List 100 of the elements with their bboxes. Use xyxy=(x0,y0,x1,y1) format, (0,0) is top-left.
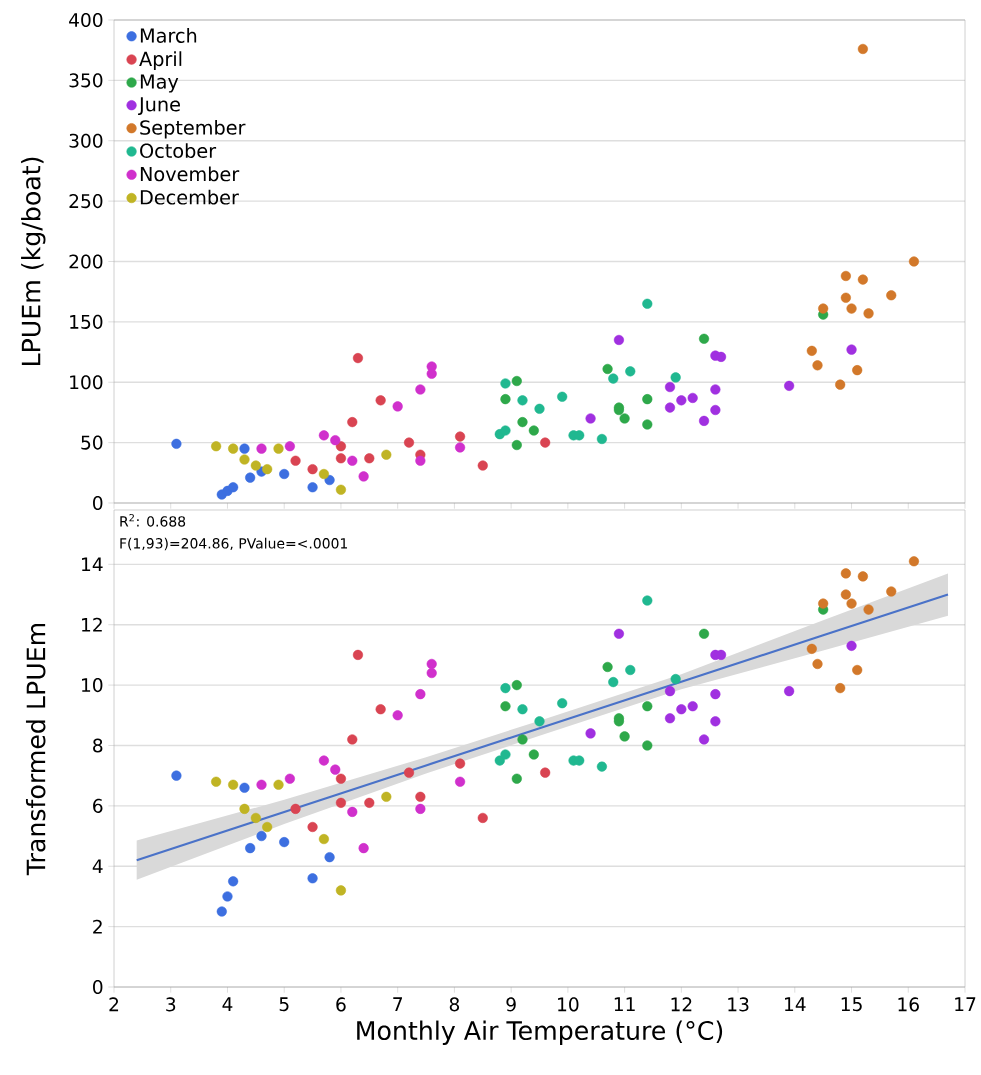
point xyxy=(250,460,261,471)
point xyxy=(273,443,284,454)
point xyxy=(228,443,239,454)
point xyxy=(664,686,676,697)
point xyxy=(625,366,636,377)
x-axis-title: Monthly Air Temperature (°C) xyxy=(357,1020,723,1045)
x-tick-label: 5 xyxy=(279,997,289,1012)
point xyxy=(477,460,488,471)
point xyxy=(279,837,290,848)
point xyxy=(908,556,920,567)
point xyxy=(228,779,239,790)
x-tick-label: 15 xyxy=(841,997,862,1012)
point xyxy=(222,891,233,902)
y-tick-label: 200 xyxy=(69,254,103,269)
x-tick-label: 6 xyxy=(336,997,346,1012)
point xyxy=(256,830,267,842)
point xyxy=(642,701,653,712)
point xyxy=(534,716,545,727)
x-tick-label: 12 xyxy=(671,997,692,1012)
point xyxy=(239,443,250,454)
point xyxy=(500,394,511,405)
point xyxy=(818,598,829,609)
point xyxy=(500,701,511,712)
point xyxy=(364,453,375,464)
point xyxy=(375,395,386,406)
legend-label: April xyxy=(139,51,182,70)
point xyxy=(585,413,596,424)
point xyxy=(846,640,857,651)
point xyxy=(517,395,528,406)
point xyxy=(857,571,868,582)
point xyxy=(846,598,857,609)
point xyxy=(511,375,522,387)
point xyxy=(335,453,346,464)
point xyxy=(324,474,335,486)
legend-label: November xyxy=(140,166,240,182)
point xyxy=(392,401,403,412)
legend-label: May xyxy=(140,74,179,93)
point xyxy=(307,873,318,884)
point xyxy=(812,658,823,670)
point xyxy=(664,382,676,393)
legend-label: December xyxy=(140,189,239,205)
y-tick-label: 2 xyxy=(93,919,102,934)
point xyxy=(840,568,851,579)
point xyxy=(698,333,710,344)
point xyxy=(676,704,687,715)
point xyxy=(347,417,358,428)
x-tick-label: 14 xyxy=(785,997,806,1011)
point xyxy=(642,394,653,405)
y-tick-label: 350 xyxy=(69,73,103,88)
point xyxy=(273,779,284,790)
point xyxy=(710,404,721,416)
point xyxy=(664,713,676,724)
point xyxy=(455,442,466,453)
x-tick-label: 9 xyxy=(506,997,516,1012)
point xyxy=(698,628,710,639)
point xyxy=(381,791,392,802)
point xyxy=(840,270,851,282)
point xyxy=(784,686,795,697)
point xyxy=(171,770,182,781)
point xyxy=(307,821,318,833)
point xyxy=(284,773,295,784)
point xyxy=(415,791,426,802)
y-axis-title: LPUEm (kg/boat) xyxy=(21,157,46,365)
point xyxy=(710,689,721,700)
point xyxy=(511,680,522,691)
point xyxy=(290,455,301,466)
point xyxy=(840,292,851,303)
point xyxy=(528,749,539,760)
point xyxy=(381,449,392,460)
point xyxy=(846,303,857,314)
point xyxy=(239,803,250,814)
point xyxy=(335,441,346,452)
y-tick-label: 4 xyxy=(92,859,103,874)
point xyxy=(784,380,795,391)
point xyxy=(835,683,846,694)
point xyxy=(335,773,347,784)
point xyxy=(642,740,653,751)
point xyxy=(455,758,466,769)
point xyxy=(846,344,857,355)
point xyxy=(676,395,687,406)
point xyxy=(613,334,624,346)
point xyxy=(455,431,466,442)
point xyxy=(284,441,295,452)
point xyxy=(239,782,250,793)
point xyxy=(335,797,347,808)
point xyxy=(335,885,347,896)
point xyxy=(908,256,920,267)
y-tick-label: 12 xyxy=(82,617,102,632)
point xyxy=(279,468,290,480)
point xyxy=(806,345,817,356)
point xyxy=(500,749,511,760)
point xyxy=(262,821,273,833)
legend-label: September xyxy=(140,119,246,139)
point xyxy=(455,776,466,787)
legend-label: October xyxy=(140,143,217,159)
point xyxy=(852,365,863,376)
point xyxy=(857,43,868,55)
point xyxy=(698,734,710,745)
point xyxy=(477,812,488,823)
point xyxy=(710,384,721,395)
